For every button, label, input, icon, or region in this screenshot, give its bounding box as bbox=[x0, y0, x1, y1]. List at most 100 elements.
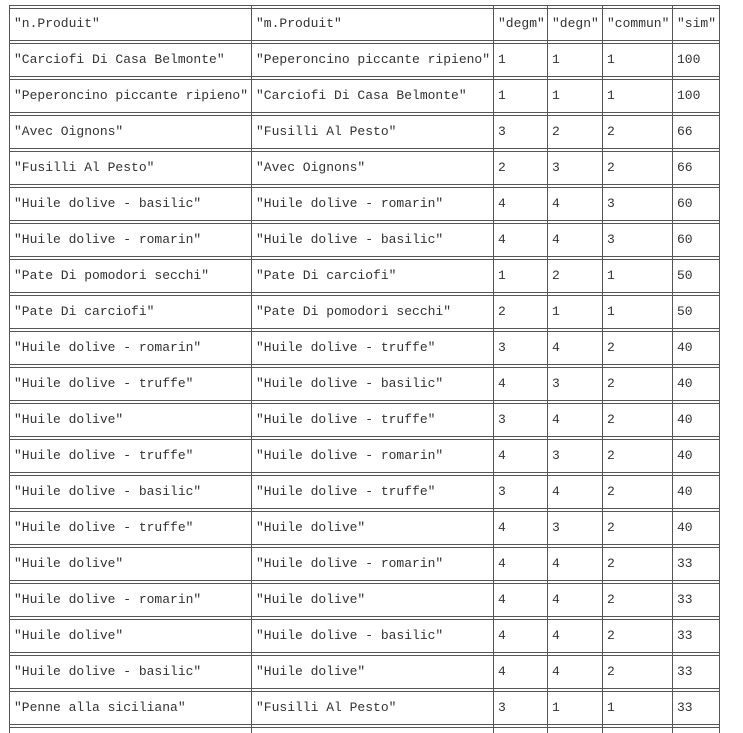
row-separator bbox=[9, 472, 720, 476]
table-cell: 2 bbox=[552, 268, 560, 283]
table-cell: "Huile dolive - basilic" bbox=[256, 232, 444, 247]
table-cell: 3 bbox=[552, 160, 560, 175]
table-cell: 4 bbox=[498, 232, 506, 247]
table-cell: "Huile dolive - romarin" bbox=[14, 232, 202, 247]
table-cell: "Peperoncino piccante ripieno" bbox=[256, 52, 491, 67]
row-separator bbox=[9, 508, 720, 512]
table-cell: 3 bbox=[498, 484, 506, 499]
table-cell: "Pate Di carciofi" bbox=[256, 268, 397, 283]
table-cell: 4 bbox=[552, 412, 560, 427]
table-cell: 4 bbox=[498, 556, 506, 571]
table-cell: 4 bbox=[552, 196, 560, 211]
table-top-border bbox=[9, 5, 720, 9]
table-cell: 4 bbox=[552, 232, 560, 247]
table-cell: 1 bbox=[498, 52, 506, 67]
table-cell: 1 bbox=[607, 52, 615, 67]
table-cell: 1 bbox=[552, 88, 560, 103]
table-cell: 2 bbox=[607, 520, 615, 535]
table-cell: 40 bbox=[677, 484, 693, 499]
table-cell: 50 bbox=[677, 304, 693, 319]
table-cell: "Pate Di carciofi" bbox=[14, 304, 155, 319]
table-cell: 3 bbox=[607, 196, 615, 211]
column-header: "degm" bbox=[498, 16, 545, 31]
row-separator bbox=[9, 544, 720, 548]
table-cell: 33 bbox=[677, 628, 693, 643]
table-cell: "Avec Oignons" bbox=[14, 124, 124, 139]
table-cell: "Huile dolive - truffe" bbox=[14, 376, 194, 391]
table-cell: 3 bbox=[498, 124, 506, 139]
table-cell: "Penne alla siciliana" bbox=[14, 700, 186, 715]
row-separator bbox=[9, 652, 720, 656]
column-border bbox=[547, 5, 548, 733]
table-cell: "Huile dolive" bbox=[256, 592, 366, 607]
row-separator bbox=[9, 688, 720, 692]
row-separator bbox=[9, 76, 720, 80]
table-cell: 33 bbox=[677, 556, 693, 571]
column-border bbox=[672, 5, 673, 733]
table-cell: "Pate Di pomodori secchi" bbox=[14, 268, 210, 283]
table-cell: "Huile dolive - truffe" bbox=[14, 448, 194, 463]
row-separator bbox=[9, 112, 720, 116]
table-cell: 2 bbox=[607, 340, 615, 355]
table-cell: 33 bbox=[677, 700, 693, 715]
table-cell: 2 bbox=[607, 556, 615, 571]
table-cell: "Fusilli Al Pesto" bbox=[14, 160, 155, 175]
table-cell: 4 bbox=[552, 592, 560, 607]
table-cell: "Huile dolive - truffe" bbox=[256, 412, 436, 427]
table-cell: 100 bbox=[677, 52, 701, 67]
header-separator bbox=[9, 40, 720, 44]
table-cell: 33 bbox=[677, 592, 693, 607]
column-header: "degn" bbox=[552, 16, 599, 31]
row-separator bbox=[9, 436, 720, 440]
table-cell: 4 bbox=[552, 664, 560, 679]
row-separator bbox=[9, 256, 720, 260]
table-cell: 4 bbox=[498, 664, 506, 679]
row-separator bbox=[9, 400, 720, 404]
table-cell: 1 bbox=[498, 88, 506, 103]
table-cell: "Huile dolive - romarin" bbox=[14, 592, 202, 607]
column-border bbox=[493, 5, 494, 733]
table-cell: 4 bbox=[498, 448, 506, 463]
row-separator bbox=[9, 580, 720, 584]
table-cell: "Huile dolive" bbox=[14, 412, 124, 427]
column-header: "m.Produit" bbox=[256, 16, 342, 31]
table-cell: 4 bbox=[552, 484, 560, 499]
column-header: "sim" bbox=[677, 16, 717, 31]
table-cell: "Peperoncino piccante ripieno" bbox=[14, 88, 249, 103]
table-cell: "Huile dolive - romarin" bbox=[256, 448, 444, 463]
table-cell: 1 bbox=[552, 304, 560, 319]
table-cell: "Huile dolive - basilic" bbox=[14, 196, 202, 211]
table-cell: "Huile dolive - basilic" bbox=[14, 664, 202, 679]
row-separator bbox=[9, 148, 720, 152]
table-cell: 2 bbox=[607, 376, 615, 391]
table-cell: 4 bbox=[498, 628, 506, 643]
table-cell: 4 bbox=[498, 520, 506, 535]
table-cell: 2 bbox=[607, 664, 615, 679]
table-cell: 1 bbox=[607, 304, 615, 319]
table-cell: 40 bbox=[677, 340, 693, 355]
table-cell: 40 bbox=[677, 448, 693, 463]
table-cell: 40 bbox=[677, 520, 693, 535]
table-cell: 2 bbox=[552, 124, 560, 139]
table-cell: 1 bbox=[552, 700, 560, 715]
table-cell: "Huile dolive - romarin" bbox=[256, 196, 444, 211]
table-cell: 4 bbox=[498, 196, 506, 211]
table-cell: "Fusilli Al Pesto" bbox=[256, 700, 397, 715]
table-cell: 4 bbox=[552, 340, 560, 355]
table-cell: "Huile dolive - basilic" bbox=[256, 628, 444, 643]
table-cell: 66 bbox=[677, 160, 693, 175]
table-cell: "Huile dolive" bbox=[14, 556, 124, 571]
table-cell: 4 bbox=[498, 592, 506, 607]
table-cell: 1 bbox=[552, 52, 560, 67]
column-border bbox=[602, 5, 603, 733]
table-cell: 40 bbox=[677, 412, 693, 427]
table-cell: 1 bbox=[607, 268, 615, 283]
table-cell: "Carciofi Di Casa Belmonte" bbox=[256, 88, 467, 103]
table-cell: 2 bbox=[607, 124, 615, 139]
table-cell: "Huile dolive - truffe" bbox=[256, 484, 436, 499]
table-cell: 1 bbox=[498, 268, 506, 283]
table-cell: 2 bbox=[607, 160, 615, 175]
row-separator bbox=[9, 184, 720, 188]
table-cell: 50 bbox=[677, 268, 693, 283]
table-cell: 2 bbox=[607, 484, 615, 499]
